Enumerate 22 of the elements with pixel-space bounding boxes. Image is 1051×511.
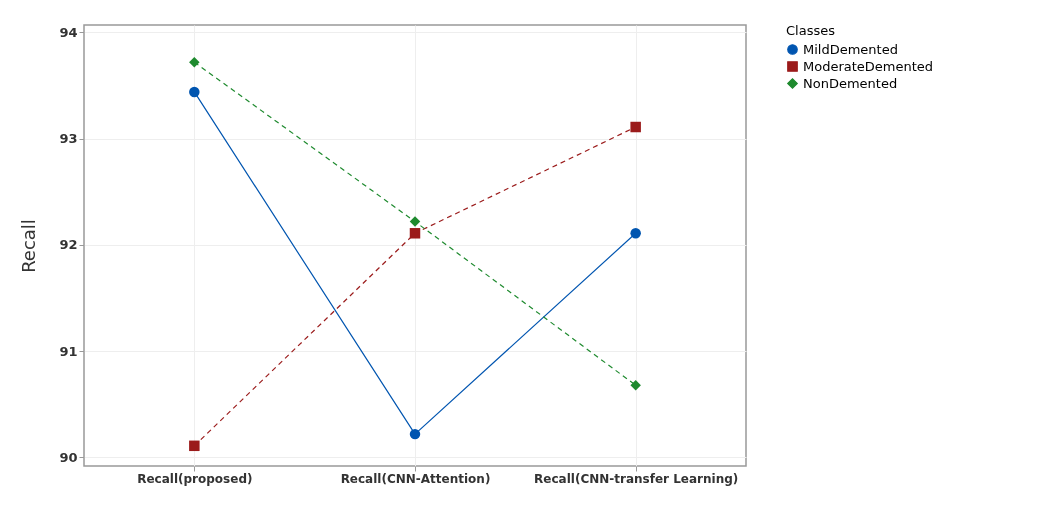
point <box>189 56 200 68</box>
point <box>630 228 641 239</box>
y-tick-label: 93 <box>59 131 78 147</box>
legend-title: Classes <box>786 23 836 38</box>
point <box>409 228 421 239</box>
y-tick-label: 92 <box>59 237 78 253</box>
legend-label: ModerateDemented <box>803 58 934 74</box>
legend-label: NonDemented <box>803 75 898 91</box>
x-tick-label: Recall(CNN-transfer Learning) <box>534 471 739 486</box>
x-tick-label: Recall(proposed) <box>137 471 253 486</box>
legend-label: MildDemented <box>803 41 898 57</box>
y-tick-label: 91 <box>59 343 78 359</box>
point <box>189 440 200 452</box>
y-tick-label: 94 <box>59 24 78 40</box>
point <box>189 86 200 98</box>
point <box>409 428 421 440</box>
y-axis-title: Recall <box>18 219 40 273</box>
point <box>409 216 421 227</box>
x-tick-label: Recall(CNN-Attention) <box>340 471 491 486</box>
point <box>630 121 641 133</box>
y-tick-label: 90 <box>59 450 78 465</box>
point <box>630 379 641 391</box>
